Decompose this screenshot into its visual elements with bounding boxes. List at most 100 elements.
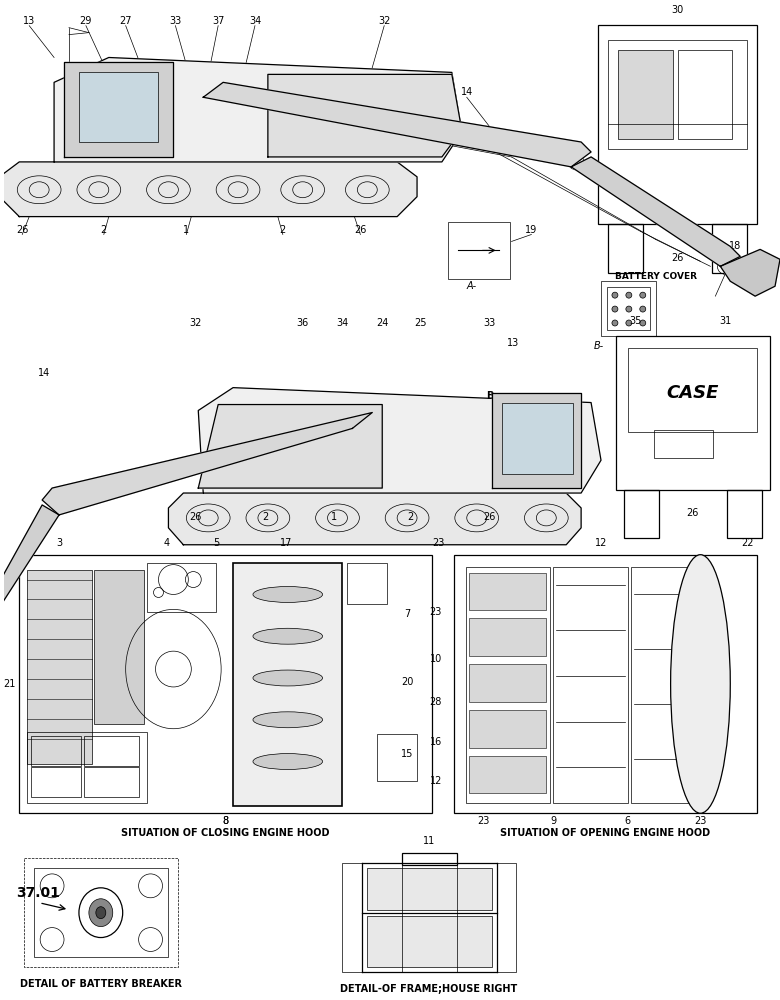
Text: 24: 24: [376, 318, 388, 328]
Bar: [24, 858, 179, 967]
Bar: [347, 563, 387, 604]
Ellipse shape: [640, 306, 646, 312]
Bar: [34, 868, 168, 957]
Ellipse shape: [671, 555, 730, 813]
Text: 36: 36: [296, 318, 309, 328]
Text: 26: 26: [189, 512, 201, 522]
Bar: [598, 25, 757, 224]
Text: DETAIL-OF FRAME;HOUSE RIGHT: DETAIL-OF FRAME;HOUSE RIGHT: [340, 984, 518, 994]
Ellipse shape: [253, 670, 323, 686]
Bar: [553, 567, 628, 803]
Text: CASE: CASE: [336, 105, 388, 123]
Bar: [454, 555, 757, 813]
Ellipse shape: [96, 907, 106, 919]
Bar: [502, 403, 573, 474]
Bar: [469, 618, 546, 656]
Text: 12: 12: [430, 776, 442, 786]
Text: 7: 7: [404, 609, 410, 619]
Text: 2: 2: [101, 225, 107, 235]
Text: 2: 2: [262, 512, 268, 522]
Text: 35: 35: [629, 316, 642, 326]
Text: B: B: [486, 391, 493, 401]
Polygon shape: [42, 412, 372, 515]
Text: 20: 20: [401, 677, 413, 687]
Text: 33: 33: [169, 16, 182, 26]
Text: EX200: EX200: [523, 474, 550, 483]
Text: 14: 14: [38, 368, 50, 378]
Text: 18: 18: [729, 241, 741, 251]
Ellipse shape: [640, 320, 646, 326]
Bar: [79, 72, 158, 142]
Text: 37.01: 37.01: [16, 886, 60, 900]
Polygon shape: [721, 249, 780, 296]
Bar: [608, 224, 643, 273]
Bar: [378, 734, 417, 781]
Polygon shape: [198, 388, 601, 493]
Bar: [616, 336, 770, 490]
Text: 26: 26: [354, 225, 367, 235]
Text: 2: 2: [280, 225, 286, 235]
Text: 30: 30: [672, 5, 684, 15]
Text: CASE: CASE: [666, 384, 718, 402]
Bar: [20, 555, 432, 813]
Text: CASE: CASE: [250, 438, 295, 453]
Text: 6: 6: [625, 816, 631, 826]
Text: 23: 23: [433, 538, 445, 548]
Text: 27: 27: [119, 16, 132, 26]
Bar: [147, 563, 216, 612]
Text: 13: 13: [23, 16, 35, 26]
Bar: [628, 348, 757, 432]
Text: 34: 34: [336, 318, 349, 328]
Polygon shape: [0, 505, 59, 607]
Text: A: A: [319, 97, 326, 107]
Text: B-: B-: [594, 341, 604, 351]
Ellipse shape: [640, 292, 646, 298]
Text: 32: 32: [189, 318, 201, 328]
Bar: [233, 563, 342, 806]
Bar: [608, 40, 747, 149]
Text: 17: 17: [279, 538, 292, 548]
Polygon shape: [64, 62, 173, 157]
Text: SITUATION OF OPENING ENGINE HOOD: SITUATION OF OPENING ENGINE HOOD: [500, 828, 710, 838]
Polygon shape: [0, 162, 417, 217]
Text: 1: 1: [332, 512, 338, 522]
Bar: [402, 853, 457, 865]
Text: 11: 11: [423, 836, 435, 846]
Text: 31: 31: [719, 316, 732, 326]
Bar: [678, 50, 732, 139]
Ellipse shape: [612, 306, 618, 312]
Text: 28: 28: [430, 697, 442, 707]
Bar: [469, 664, 546, 702]
Text: 21: 21: [3, 679, 16, 689]
Polygon shape: [198, 405, 382, 488]
Text: 12: 12: [595, 538, 607, 548]
Ellipse shape: [612, 320, 618, 326]
Text: 16: 16: [430, 737, 442, 747]
Bar: [469, 573, 546, 610]
Polygon shape: [168, 493, 581, 545]
Text: 32: 32: [378, 16, 391, 26]
Bar: [27, 732, 147, 803]
Ellipse shape: [253, 587, 323, 602]
Ellipse shape: [89, 899, 113, 927]
Ellipse shape: [253, 712, 323, 728]
Bar: [448, 222, 509, 279]
Text: 13: 13: [507, 338, 519, 348]
Polygon shape: [491, 393, 581, 488]
Text: 37: 37: [212, 16, 225, 26]
Bar: [31, 736, 81, 766]
Bar: [31, 767, 81, 797]
Text: 33: 33: [484, 318, 496, 328]
Bar: [469, 710, 546, 748]
Text: 15: 15: [401, 749, 413, 759]
Text: 26: 26: [686, 508, 699, 518]
Ellipse shape: [253, 754, 323, 769]
Ellipse shape: [626, 320, 632, 326]
Text: DETAIL OF BATTERY BREAKER: DETAIL OF BATTERY BREAKER: [20, 979, 182, 989]
Text: SITUATION OF CLOSING ENGINE HOOD: SITUATION OF CLOSING ENGINE HOOD: [121, 828, 329, 838]
Text: 3: 3: [56, 538, 62, 548]
Text: 34: 34: [249, 16, 261, 26]
Text: A-: A-: [466, 281, 477, 291]
Text: 14: 14: [461, 87, 473, 97]
Ellipse shape: [626, 292, 632, 298]
